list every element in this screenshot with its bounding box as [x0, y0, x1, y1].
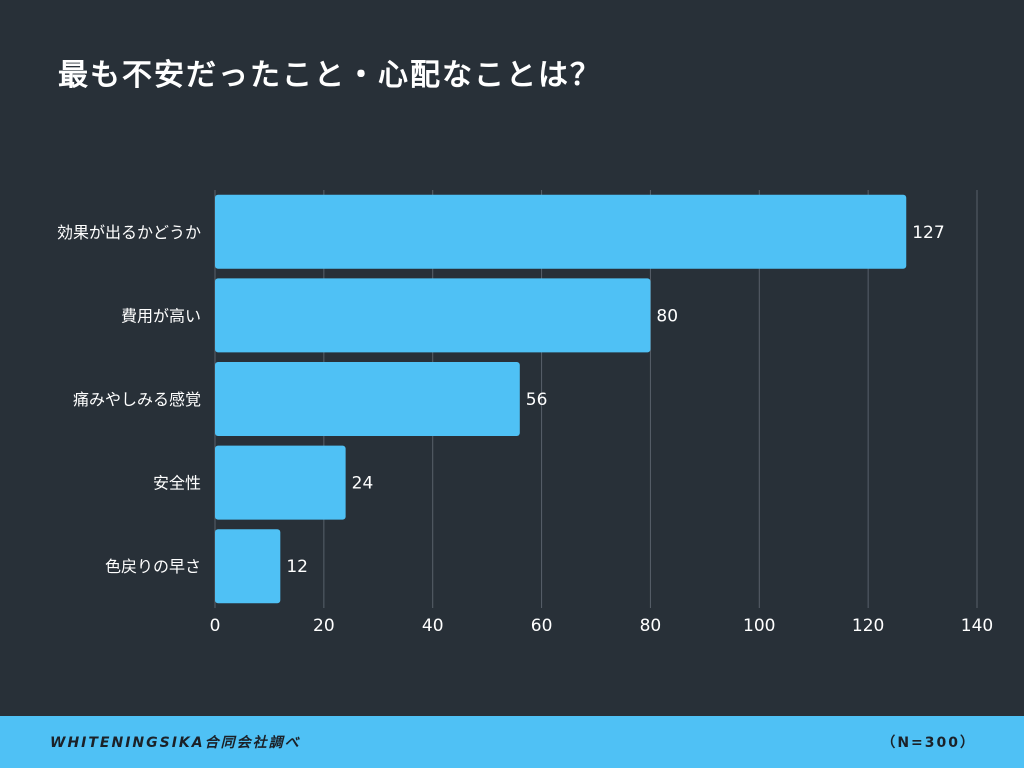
x-tick-label: 140	[961, 616, 993, 636]
bar	[215, 362, 520, 436]
category-label: 色戻りの早さ	[105, 557, 201, 576]
x-tick-label: 40	[422, 616, 444, 636]
footer-credit: WHITENINGSIKA合同会社調べ	[50, 735, 301, 751]
x-tick-label: 60	[531, 616, 553, 636]
page-title: 最も不安だったこと・心配なことは？	[58, 58, 602, 93]
bar	[215, 529, 281, 604]
bar-value-label: 56	[526, 390, 548, 410]
x-tick-label: 80	[640, 616, 662, 636]
category-label: 費用が高い	[121, 306, 201, 325]
bar	[215, 194, 907, 269]
footer-bar: WHITENINGSIKA合同会社調べ （N=300）	[0, 716, 1024, 768]
bar-value-label: 12	[286, 557, 308, 577]
x-tick-label: 0	[210, 616, 221, 636]
bar-value-label: 24	[352, 474, 374, 494]
bar	[215, 445, 346, 520]
sample-size: （N=300）	[881, 735, 976, 751]
x-tick-label: 120	[852, 616, 884, 636]
category-label: 安全性	[153, 474, 201, 493]
category-label: 効果が出るかどうか	[57, 223, 201, 242]
bar-value-label: 80	[656, 306, 678, 326]
x-tick-label: 20	[313, 616, 335, 636]
bar	[215, 278, 651, 353]
x-tick-label: 100	[743, 616, 775, 636]
x-axis-ticks: 0 20 40 60 80 100 120 140	[210, 616, 994, 636]
bar-chart: 127 80 56 24 12 効果が出るかどうか費用が高い痛みやしみる感覚安全性色戻り…	[57, 190, 994, 636]
bars	[215, 194, 907, 604]
bar-value-label: 127	[912, 223, 944, 243]
data-labels: 127 80 56 24 12	[286, 223, 944, 577]
category-label: 痛みやしみる感覚	[73, 390, 201, 409]
